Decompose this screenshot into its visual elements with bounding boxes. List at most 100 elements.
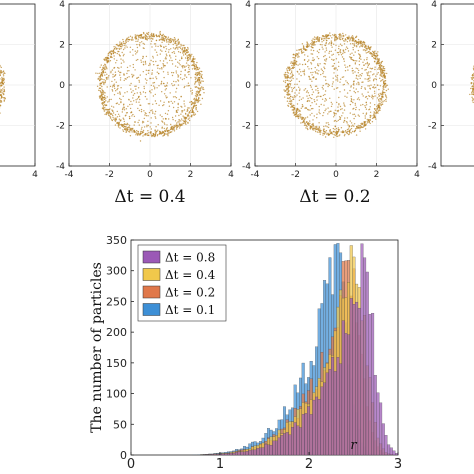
scatter-point bbox=[333, 43, 335, 45]
scatter-point bbox=[166, 129, 169, 132]
scatter-point bbox=[288, 97, 291, 99]
scatter-point bbox=[143, 47, 145, 50]
scatter-point bbox=[154, 113, 156, 115]
scatter-point bbox=[103, 109, 105, 111]
scatter-point bbox=[323, 37, 325, 40]
scatter-point bbox=[137, 40, 139, 42]
scatter-point bbox=[162, 66, 165, 68]
scatter-point bbox=[114, 79, 116, 81]
scatter-point bbox=[165, 48, 168, 50]
scatter-point bbox=[367, 74, 369, 77]
scatter-point bbox=[351, 125, 353, 127]
scatter-point bbox=[3, 88, 5, 91]
scatter-point bbox=[184, 74, 186, 76]
scatter-point bbox=[344, 40, 346, 42]
scatter-point bbox=[166, 41, 168, 43]
scatter-point bbox=[181, 65, 183, 68]
scatter-point bbox=[303, 59, 306, 61]
scatter-point bbox=[164, 65, 166, 67]
scatter-point bbox=[188, 119, 191, 122]
scatter-point bbox=[311, 74, 313, 76]
scatter-point bbox=[358, 109, 360, 111]
scatter-point bbox=[155, 51, 158, 53]
scatter-point bbox=[310, 53, 312, 55]
scatter-point bbox=[174, 65, 177, 67]
scatter-point bbox=[110, 117, 112, 119]
scatter-point bbox=[164, 130, 167, 132]
scatter-point bbox=[154, 110, 157, 113]
scatter-point bbox=[353, 99, 355, 101]
scatter-point bbox=[171, 83, 173, 85]
scatter-point bbox=[197, 87, 199, 89]
scatter-point bbox=[102, 105, 105, 107]
scatter-point bbox=[325, 132, 327, 134]
scatter-point bbox=[138, 124, 140, 126]
scatter-point bbox=[364, 78, 366, 80]
scatter-point bbox=[327, 133, 329, 135]
scatter-point bbox=[291, 89, 294, 91]
scatter-point bbox=[385, 98, 387, 101]
scatter-point bbox=[137, 58, 139, 61]
scatter-point bbox=[196, 61, 198, 64]
scatter-point bbox=[296, 103, 299, 105]
scatter-point bbox=[160, 83, 162, 85]
scatter-point bbox=[108, 114, 110, 117]
scatter-point bbox=[339, 134, 341, 136]
scatter-point bbox=[148, 69, 150, 72]
scatter-point bbox=[139, 132, 141, 135]
scatter-point bbox=[120, 47, 122, 50]
y-tick-label: 4 bbox=[59, 0, 65, 10]
scatter-point bbox=[332, 53, 335, 55]
scatter-point bbox=[346, 66, 349, 68]
scatter-point bbox=[144, 114, 146, 116]
scatter-point bbox=[196, 90, 198, 92]
scatter-point bbox=[343, 121, 345, 123]
scatter-point bbox=[182, 122, 184, 125]
scatter-point bbox=[193, 61, 195, 63]
scatter-point bbox=[353, 84, 355, 86]
scatter-panel-right-partial: 420-2-4 bbox=[428, 0, 474, 172]
scatter-point bbox=[187, 56, 189, 58]
scatter-point bbox=[364, 121, 367, 123]
scatter-point bbox=[359, 125, 362, 127]
scatter-point bbox=[163, 104, 165, 106]
scatter-point bbox=[289, 69, 291, 71]
scatter-point bbox=[357, 97, 360, 99]
scatter-point bbox=[140, 93, 142, 95]
scatter-point bbox=[189, 58, 191, 60]
scatter-point bbox=[162, 63, 164, 65]
scatter-point bbox=[99, 82, 102, 85]
scatter-point bbox=[331, 103, 333, 105]
scatter-point bbox=[372, 115, 374, 117]
scatter-point bbox=[121, 51, 123, 54]
scatter-point bbox=[303, 69, 306, 71]
scatter-point bbox=[335, 58, 338, 60]
scatter-point bbox=[320, 68, 323, 70]
scatter-point bbox=[145, 115, 148, 117]
scatter-point bbox=[175, 58, 177, 61]
scatter-point bbox=[312, 40, 314, 43]
scatter-point bbox=[337, 106, 339, 108]
scatter-point bbox=[136, 43, 138, 46]
scatter-point bbox=[144, 60, 147, 63]
scatter-point bbox=[288, 86, 290, 88]
scatter-point bbox=[373, 90, 376, 93]
scatter-point bbox=[143, 126, 146, 128]
scatter-point bbox=[326, 37, 328, 40]
scatter-point bbox=[185, 123, 187, 126]
scatter-point bbox=[303, 72, 305, 75]
scatter-point bbox=[374, 50, 376, 52]
scatter-point bbox=[356, 68, 359, 70]
scatter-point bbox=[153, 43, 156, 45]
scatter-point bbox=[361, 86, 363, 88]
scatter-point bbox=[298, 73, 300, 75]
scatter-point bbox=[373, 55, 376, 57]
scatter-point bbox=[357, 49, 360, 52]
scatter-point bbox=[155, 76, 157, 78]
scatter-point bbox=[316, 50, 319, 52]
scatter-point bbox=[290, 102, 293, 105]
scatter-point bbox=[365, 52, 367, 54]
scatter-point bbox=[118, 118, 121, 120]
scatter-point bbox=[319, 112, 321, 115]
scatter-point bbox=[122, 129, 124, 131]
